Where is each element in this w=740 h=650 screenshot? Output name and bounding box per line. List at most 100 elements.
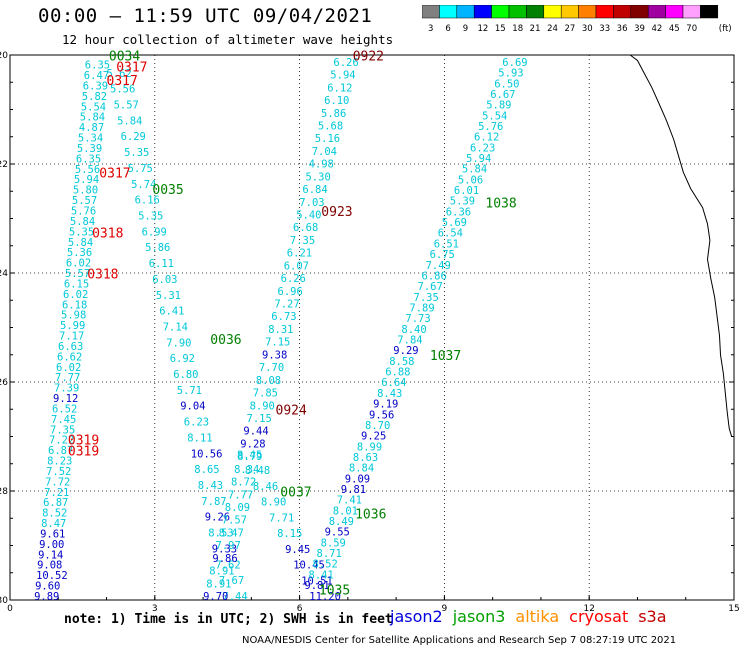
wave-height-value: 6.75	[430, 249, 455, 261]
wave-height-value: 7.57	[222, 515, 247, 527]
wave-height-value: 9.38	[262, 349, 287, 361]
wave-height-value: 8.59	[321, 537, 346, 549]
wave-height-value: 8.46	[253, 481, 278, 493]
wave-height-value: 8.08	[256, 375, 281, 387]
pass-time-label: 0924	[276, 404, 307, 419]
wave-height-value: 6.92	[170, 353, 195, 365]
wave-height-value: 8.47	[41, 518, 66, 530]
wave-height-value: 6.02	[63, 289, 88, 301]
satellite-legend: jason2 jason3 altika cryosat s3a	[390, 607, 677, 626]
pass-time-label: 0034	[109, 50, 140, 65]
wave-height-value: 9.26	[205, 512, 230, 524]
wave-height-value: 6.39	[83, 81, 108, 93]
wave-height-value: 9.89	[34, 591, 59, 603]
color-scale-swatch	[560, 5, 579, 19]
wave-height-value: 6.12	[327, 82, 352, 94]
wave-height-value: 5.84	[462, 164, 487, 176]
wave-height-value: 8.40	[401, 324, 426, 336]
wave-height-value: 6.23	[470, 142, 495, 154]
wave-height-value: 10.45	[293, 560, 325, 572]
wave-height-value: 7.39	[54, 383, 79, 395]
wave-height-value: 8.41	[309, 569, 334, 581]
wave-height-value: 7.67	[418, 281, 443, 293]
wave-height-value: 8.90	[250, 400, 275, 412]
pass-time-label: 0317	[107, 74, 138, 89]
wave-height-value: 5.30	[306, 171, 331, 183]
wave-height-value: 6.84	[302, 184, 327, 196]
wave-height-value: 5.99	[60, 320, 85, 332]
color-scale-label: 27	[564, 24, 575, 34]
pass-time-label: 0317	[116, 60, 147, 75]
color-scale-label: 33	[599, 24, 610, 34]
wave-height-value: 6.21	[287, 248, 312, 260]
wave-height-value: 6.67	[490, 89, 515, 101]
pass-time-label: 0318	[87, 268, 118, 283]
wave-height-value: 9.86	[212, 553, 237, 565]
wave-height-value: 5.06	[458, 174, 483, 186]
wave-height-value: 10.51	[301, 575, 333, 587]
wave-height-value: 6.35	[85, 60, 110, 72]
wave-height-value: 6.02	[56, 362, 81, 374]
wave-height-value: 9.60	[35, 581, 60, 593]
wave-height-value: 7.71	[269, 512, 294, 524]
color-scale-unit: (ft)	[719, 24, 732, 34]
color-scale-legend: 3 6 9 12 15 18 21 24 27 30 33 36 39 42 45 70 (ft)	[422, 5, 732, 34]
wave-height-value: 7.14	[163, 322, 188, 334]
color-scale-swatch	[473, 5, 492, 19]
wave-height-value: 5.69	[442, 217, 467, 229]
wave-height-value: 9.61	[40, 529, 65, 541]
wave-height-value: 9.12	[53, 393, 78, 405]
wave-height-value: 9.55	[325, 527, 350, 539]
pass-time-label: 1036	[355, 507, 386, 522]
wave-height-value: 5.57	[114, 100, 139, 112]
wave-height-value: 8.11	[187, 433, 212, 445]
pass-time-label: 1037	[430, 349, 461, 364]
wave-height-value: 7.72	[45, 476, 70, 488]
wave-height-value: 9.45	[285, 544, 310, 556]
wave-height-value: 7.89	[409, 303, 434, 315]
y-tick-label: -26	[0, 378, 8, 388]
wave-height-value: 6.23	[184, 417, 209, 429]
wave-height-value: 8.47	[219, 527, 244, 539]
wave-height-value: 8.52	[313, 559, 338, 571]
wave-height-value: 5.39	[77, 143, 102, 155]
wave-height-value: 7.35	[50, 424, 75, 436]
wave-height-value: 6.12	[474, 132, 499, 144]
color-scale-swatch	[526, 5, 545, 19]
wave-height-value: 5.86	[321, 108, 346, 120]
satellite-legend-cryosat: cryosat	[569, 607, 629, 626]
pass-time-label: 0923	[321, 205, 352, 220]
wave-height-value: 8.43	[198, 480, 223, 492]
wave-height-value: 5.94	[466, 153, 491, 165]
wave-height-value: 11.20	[309, 591, 341, 603]
x-tick-label: 0	[7, 604, 13, 614]
x-tick-label: 3	[152, 604, 158, 614]
wave-height-value: 7.15	[247, 413, 272, 425]
wave-height-value: 5.56	[110, 84, 135, 96]
map-subtitle: 12 hour collection of altimeter wave hei…	[62, 32, 394, 47]
wave-height-value: 8.52	[42, 508, 67, 520]
wave-height-value: 5.68	[318, 121, 343, 133]
wave-height-value: 5.57	[72, 195, 97, 207]
color-scale-label: 12	[477, 24, 488, 34]
wave-height-value: 5.56	[75, 164, 100, 176]
wave-height-value: 7.77	[55, 372, 80, 384]
wave-height-value: 6.10	[324, 95, 349, 107]
wave-height-value: 7.15	[265, 337, 290, 349]
satellite-legend-s3a: s3a	[638, 607, 667, 626]
wave-height-value: 6.68	[293, 222, 318, 234]
wave-height-value: 9.08	[37, 560, 62, 572]
wave-height-value: 6.87	[48, 445, 73, 457]
wave-height-value: 9.44	[243, 426, 268, 438]
wave-height-value: 8.63	[353, 452, 378, 464]
wave-height-value: 8.45	[237, 449, 262, 461]
wave-height-value: 6.54	[438, 228, 463, 240]
wave-height-value: 8.70	[365, 420, 390, 432]
wave-height-value: 8.43	[377, 388, 402, 400]
x-tick-label: 15	[728, 604, 739, 614]
y-tick-label: -30	[0, 596, 8, 606]
wave-height-value: 7.45	[51, 414, 76, 426]
x-tick-label: 6	[297, 604, 303, 614]
pass-time-label: 1038	[485, 197, 516, 212]
wave-height-value: 7.67	[219, 575, 244, 587]
